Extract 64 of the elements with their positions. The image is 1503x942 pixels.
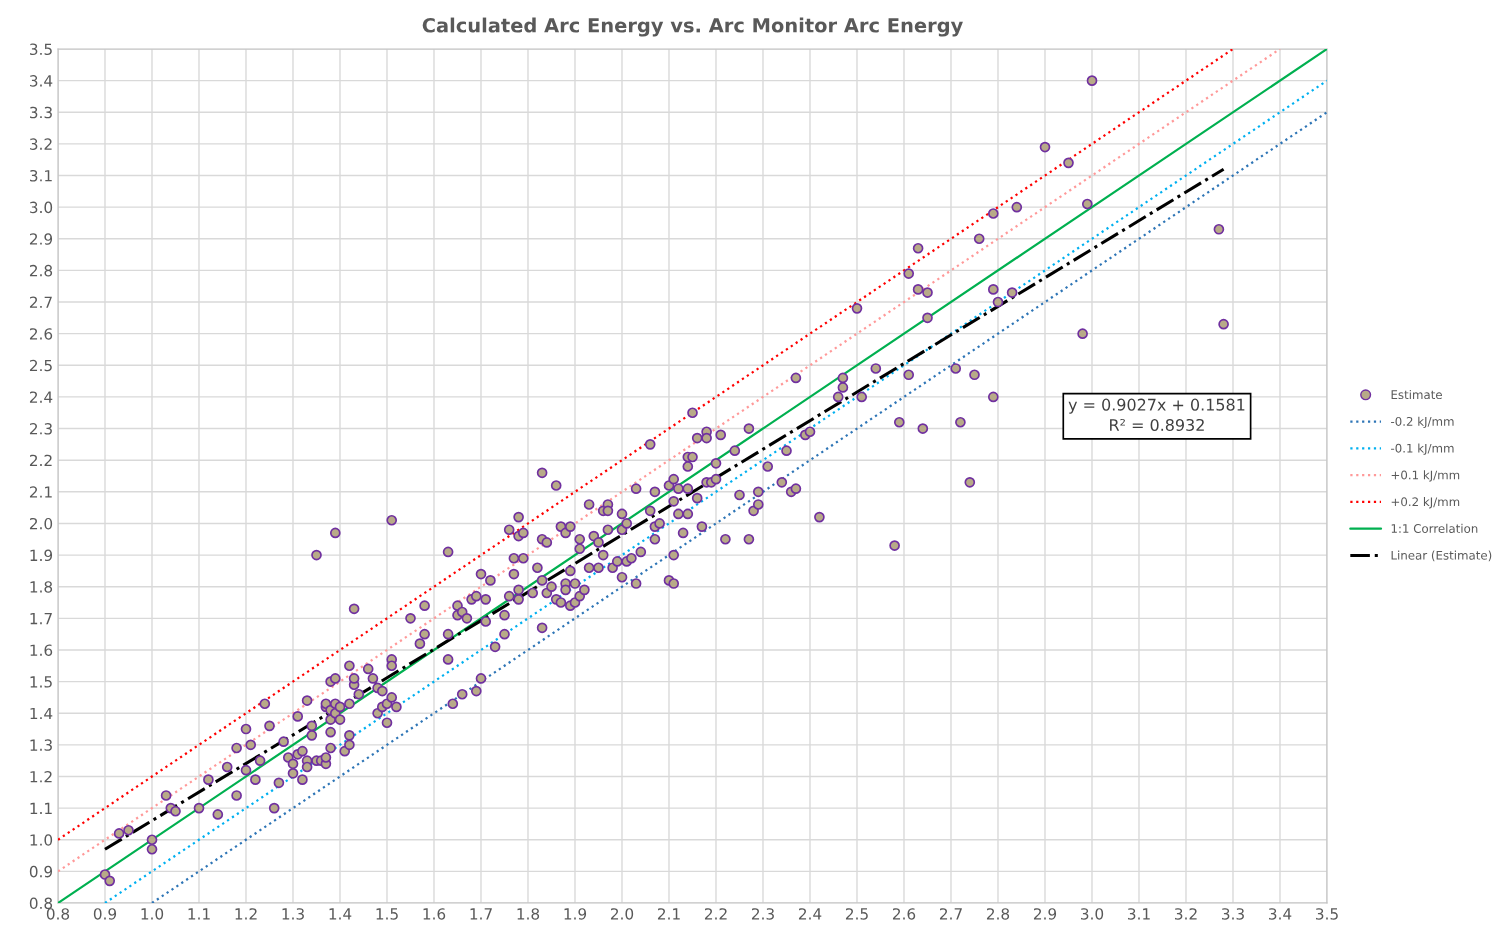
x-tick-label: 1.0	[141, 908, 164, 920]
legend-label: +0.1 kJ/mm	[1391, 470, 1460, 482]
y-tick-label: 2.5	[29, 359, 52, 372]
x-tick-label: 2.9	[1033, 908, 1057, 920]
y-tick-label: 2.6	[29, 328, 53, 340]
x-tick-label: 1.6	[423, 908, 446, 920]
legend-label: Estimate	[1391, 389, 1442, 400]
legend-label: +0.2 kJ/mm	[1391, 497, 1460, 509]
legend-label: -0.2 kJ/mm	[1391, 416, 1454, 429]
x-tick-label: 1.4	[329, 908, 352, 920]
x-tick-label: 2.3	[751, 908, 774, 920]
y-tick-label: 1.7	[30, 613, 52, 625]
x-tick-label: 2.8	[986, 908, 1010, 920]
y-tick-label: 3.1	[30, 169, 52, 182]
x-tick-label: 1.8	[517, 908, 540, 920]
y-tick-label: 1.9	[30, 549, 53, 562]
y-tick-label: 2.1	[29, 486, 52, 498]
y-tick-label: 2.9	[29, 233, 53, 245]
x-tick-label: 2.2	[704, 908, 727, 920]
y-tick-label: 1.2	[30, 770, 52, 783]
x-tick-label: 2.6	[892, 908, 916, 920]
annotation: y = 0.9027x + 0.1581 R² = 0.8932	[1068, 398, 1245, 432]
x-tick-label: 2.7	[939, 908, 962, 920]
y-tick-label: 1.0	[30, 834, 53, 846]
y-tick-label: 1.3	[30, 739, 52, 751]
x-tick-label: 3.2	[1175, 908, 1197, 920]
y-tick-label: 1.1	[30, 802, 52, 814]
y-tick-label: 0.9	[29, 865, 53, 878]
x-tick-label: 3.1	[1128, 908, 1150, 920]
x-tick-label: 3.5	[1316, 908, 1338, 920]
x-tick-label: 3.0	[1081, 908, 1104, 920]
x-tick-label: 3.3	[1222, 908, 1244, 920]
x-tick-label: 2.0	[610, 908, 634, 920]
y-tick-label: 2.7	[29, 296, 52, 308]
y-tick-label: 3.3	[30, 106, 52, 119]
x-tick-label: 2.1	[657, 908, 680, 920]
y-tick-label: 2.4	[29, 391, 53, 403]
x-tick-label: 2.4	[798, 908, 822, 920]
x-tick-label: 0.8	[46, 908, 70, 920]
x-tick-label: 1.5	[376, 908, 398, 920]
y-tick-label: 3.4	[30, 75, 53, 87]
chart-title: Calculated Arc Energy vs. Arc Monitor Arc Energy	[422, 17, 963, 37]
x-tick-label: 1.3	[282, 908, 304, 920]
y-tick-label: 2.2	[29, 454, 52, 466]
y-tick-label: 3.0	[30, 201, 53, 214]
y-tick-label: 3.2	[30, 138, 52, 150]
x-tick-label: 3.4	[1269, 908, 1292, 920]
y-tick-label: 1.5	[30, 676, 52, 688]
y-tick-label: 1.8	[30, 581, 53, 593]
x-tick-label: 1.1	[188, 908, 210, 920]
y-tick-label: 1.6	[30, 644, 53, 656]
y-tick-label: 2.3	[29, 423, 52, 435]
y-tick-label: 3.5	[30, 43, 52, 56]
y-tick-label: 2.0	[29, 517, 53, 530]
x-tick-label: 1.9	[564, 908, 587, 920]
legend-label: Linear (Estimate)	[1391, 550, 1492, 562]
legend-label: 1:1 Correlation	[1391, 523, 1478, 533]
y-tick-label: 2.8	[29, 264, 53, 277]
legend-label: -0.1 kJ/mm	[1391, 443, 1454, 455]
x-tick-label: 1.7	[470, 908, 492, 920]
y-tick-label: 1.4	[30, 707, 53, 720]
x-tick-label: 0.9	[93, 908, 117, 920]
x-tick-label: 2.5	[845, 908, 868, 920]
x-tick-label: 1.2	[235, 908, 257, 920]
